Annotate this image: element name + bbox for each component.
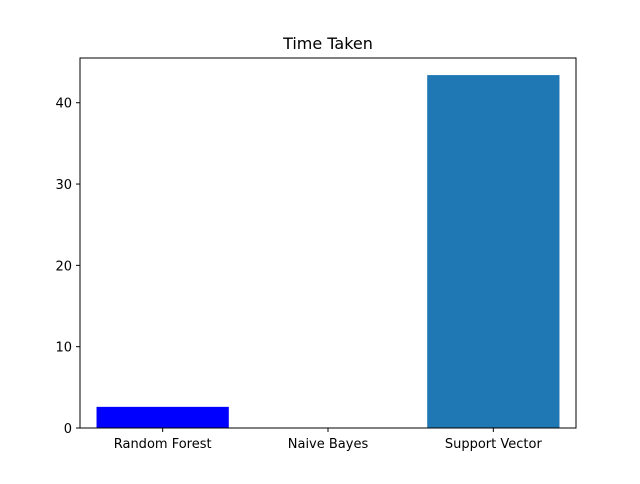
y-tick-label: 30 [55, 178, 72, 193]
bars-group [96, 75, 560, 429]
x-axis: Random Forest Naive Bayes Support Vector [114, 428, 543, 452]
bar-random-forest [96, 406, 229, 428]
y-tick-label: 40 [55, 97, 72, 112]
x-tick-label: Support Vector [445, 437, 543, 452]
bar-support-vector [427, 75, 560, 428]
y-tick-label: 20 [55, 259, 72, 274]
x-tick-label: Naive Bayes [288, 437, 369, 452]
y-tick-label: 10 [55, 341, 72, 356]
x-tick-label: Random Forest [114, 437, 212, 452]
y-tick-label: 0 [64, 422, 72, 437]
plot-frame [79, 57, 577, 429]
chart-title: Time Taken [282, 34, 373, 53]
y-axis: 0 10 20 30 40 [55, 97, 80, 437]
